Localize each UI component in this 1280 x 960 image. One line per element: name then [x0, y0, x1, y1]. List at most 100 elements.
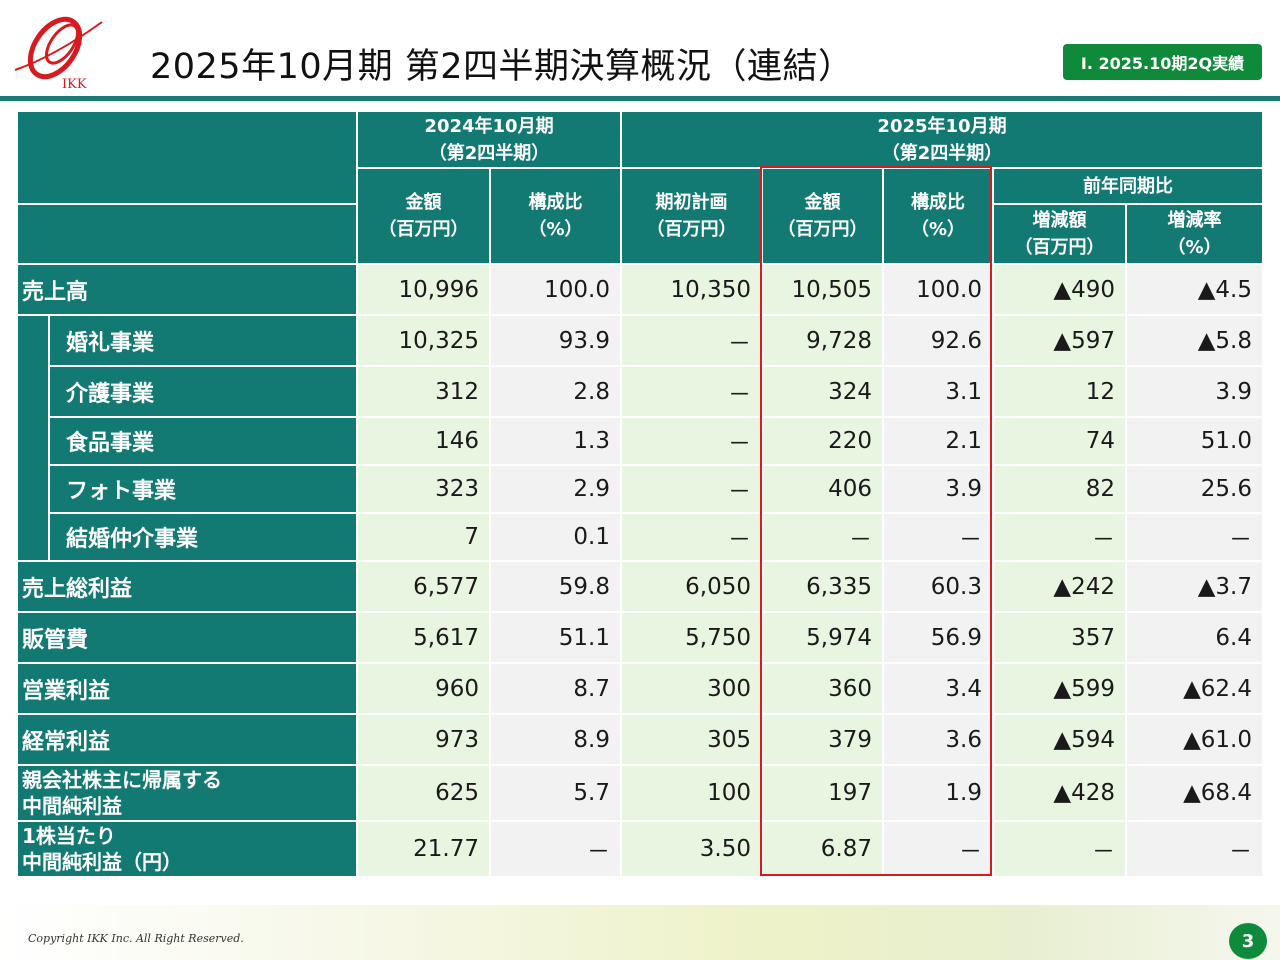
ikk-logo: IKK [14, 16, 103, 92]
table-cell: － [620, 365, 763, 418]
col-plan: 期初計画 （百万円） [620, 167, 763, 265]
table-row: フォト事業 323 2.9 － 406 3.9 82 25.6 [17, 464, 1264, 514]
table-cell: 960 [356, 662, 491, 715]
table-row: 婚礼事業 10,325 93.9 － 9,728 92.6 ▲597 ▲5.8 [16, 314, 1264, 562]
footer-background [0, 905, 1280, 960]
row-label: 売上総利益 [16, 560, 358, 613]
col-change-amount: 増減額 （百万円） [992, 203, 1127, 265]
table-cell: 6.4 [1125, 611, 1264, 664]
logo-text: IKK [62, 77, 87, 92]
table-cell: 6,577 [356, 560, 491, 613]
table-cell: － [1125, 820, 1264, 878]
table-cell: 0.1 [489, 512, 622, 562]
table-cell: ▲490 [992, 263, 1127, 316]
table-cell: ▲62.4 [1125, 662, 1264, 715]
table-cell: 1.9 [882, 764, 994, 822]
table-cell: ▲599 [992, 662, 1127, 715]
table-cell: ▲428 [992, 764, 1127, 822]
table-cell: ▲61.0 [1125, 713, 1264, 766]
table-cell: 93.9 [489, 314, 622, 367]
table-cell: 5,617 [356, 611, 491, 664]
table-cell: 92.6 [882, 314, 994, 367]
table-cell: 2.9 [489, 464, 622, 514]
page-number: 3 [1229, 923, 1267, 959]
header-corner [16, 110, 358, 205]
col-amount-2025: 金額 （百万円） [761, 167, 884, 265]
table-cell: 625 [356, 764, 491, 822]
table-cell: － [620, 314, 763, 367]
table-cell: 2.8 [489, 365, 622, 418]
header-divider [0, 96, 1280, 101]
table-cell: 6,335 [761, 560, 884, 613]
table-row: 売上高 10,996 100.0 10,350 10,505 100.0 ▲490 ▲4.5 [16, 263, 1264, 316]
table-cell: 59.8 [489, 560, 622, 613]
table-cell: － [1125, 512, 1264, 562]
table-cell: 10,325 [356, 314, 491, 367]
table-row: 1株当たり 中間純利益（円） 21.77 － 3.50 6.87 －－－ [16, 820, 1264, 878]
table-cell: 312 [356, 365, 491, 418]
table-cell: ▲68.4 [1125, 764, 1264, 822]
table-cell: － [761, 512, 884, 562]
table-cell: 82 [992, 464, 1127, 514]
page-title: 2025年10月期 第2四半期決算概況（連結） [150, 47, 854, 87]
segment-indent [16, 314, 50, 562]
table-cell: 51.0 [1125, 416, 1264, 466]
table-cell: 74 [992, 416, 1127, 466]
table-row: 販管費 5,617 51.1 5,750 5,974 56.9 357 6.4 [16, 611, 1264, 664]
table-cell: － [882, 512, 994, 562]
table-cell: ▲5.8 [1125, 314, 1264, 367]
col-change-rate: 増減率 （%） [1125, 203, 1264, 265]
table-cell: 5,974 [761, 611, 884, 664]
row-label: 婚礼事業 [48, 314, 358, 367]
table-cell: 10,996 [356, 263, 491, 316]
table-cell: ▲242 [992, 560, 1127, 613]
table-row: 食品事業 146 1.3 － 220 2.1 74 51.0 [17, 416, 1264, 466]
table-cell: 9,728 [761, 314, 884, 367]
table-row: 営業利益 960 8.7 300 360 3.4 ▲599 ▲62.4 [16, 662, 1264, 715]
table-cell: － [992, 512, 1127, 562]
table-cell: － [620, 512, 763, 562]
table-cell: － [620, 416, 763, 466]
table-cell: 6,050 [620, 560, 763, 613]
table-cell: － [882, 820, 994, 878]
table-cell: 100.0 [882, 263, 994, 316]
table-cell: 10,505 [761, 263, 884, 316]
table-cell: 8.9 [489, 713, 622, 766]
table-cell: 3.50 [620, 820, 763, 878]
table-cell: ▲597 [992, 314, 1127, 367]
results-table: 2024年10月期 （第2四半期） 2025年10月期 （第2四半期） 金額 （… [16, 110, 1264, 878]
table-cell: 8.7 [489, 662, 622, 715]
table-row: 介護事業 312 2.8 － 324 3.1 12 3.9 [17, 365, 1264, 418]
table-cell: 357 [992, 611, 1127, 664]
table-cell: 323 [356, 464, 491, 514]
row-label: 食品事業 [48, 416, 358, 466]
table-cell: 100.0 [489, 263, 622, 316]
col-ratio-2024: 構成比 （%） [489, 167, 622, 265]
table-cell: 197 [761, 764, 884, 822]
table-cell: － [620, 464, 763, 514]
table-cell: 51.1 [489, 611, 622, 664]
copyright-text: Copyright IKK Inc. All Right Reserved. [28, 932, 244, 945]
table-cell: 3.4 [882, 662, 994, 715]
table-cell: ▲3.7 [1125, 560, 1264, 613]
section-badge: Ⅰ. 2025.10期2Q実績 [1063, 44, 1262, 80]
table-cell: 300 [620, 662, 763, 715]
row-label: 売上高 [16, 263, 358, 316]
group-header-2025: 2025年10月期 （第2四半期） [620, 110, 1264, 169]
table-cell: 2.1 [882, 416, 994, 466]
table-cell: 25.6 [1125, 464, 1264, 514]
table-cell: 3.9 [882, 464, 994, 514]
row-label: フォト事業 [48, 464, 358, 514]
table-cell: 220 [761, 416, 884, 466]
table-cell: 7 [356, 512, 491, 562]
row-label: 営業利益 [16, 662, 358, 715]
table-cell: 305 [620, 713, 763, 766]
table-cell: 56.9 [882, 611, 994, 664]
table-cell: 324 [761, 365, 884, 418]
table-cell: 360 [761, 662, 884, 715]
table-cell: 12 [992, 365, 1127, 418]
table-row: 結婚仲介事業 7 0.1 －－－－－ [17, 512, 1264, 562]
table-cell: 100 [620, 764, 763, 822]
row-label: 介護事業 [48, 365, 358, 418]
table-cell: 3.6 [882, 713, 994, 766]
